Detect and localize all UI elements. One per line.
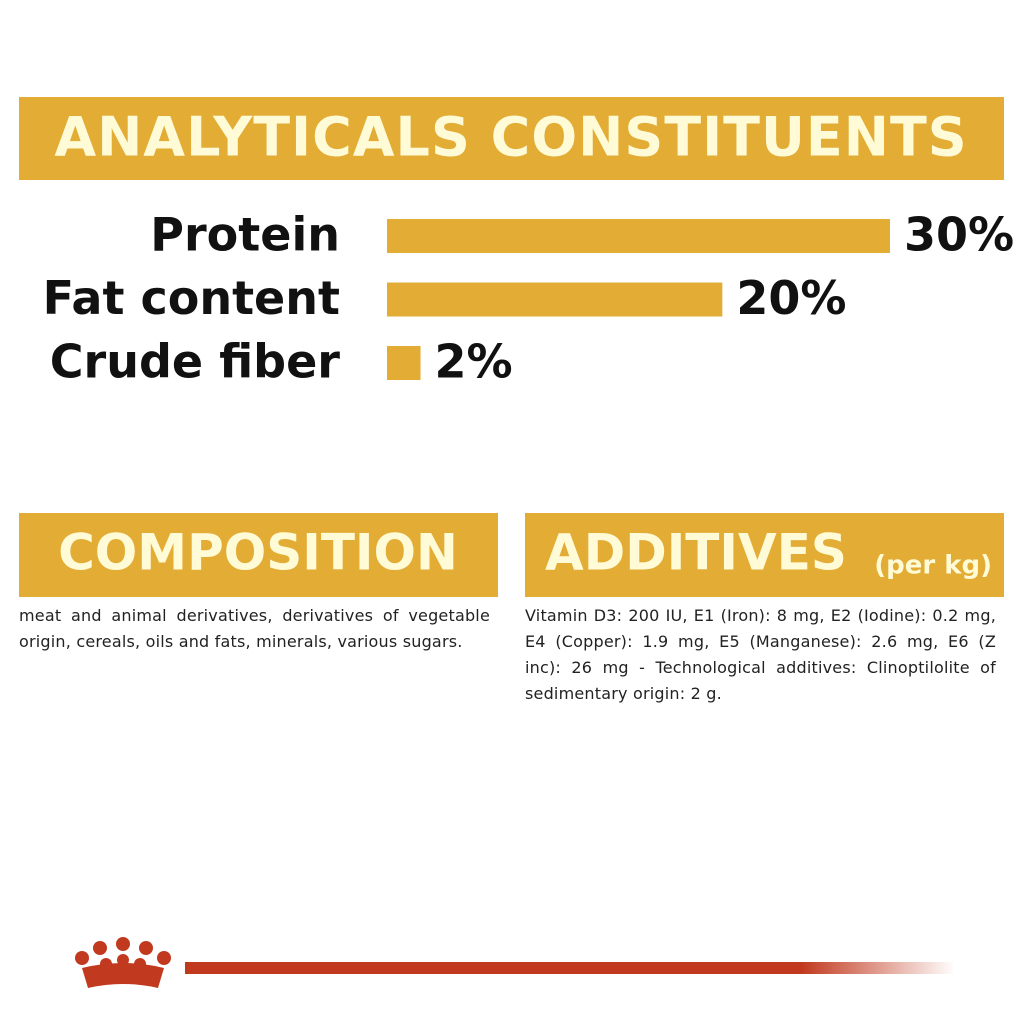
composition-text: meat and animal derivatives, derivatives…	[19, 606, 490, 651]
category-label: Fat content	[43, 271, 340, 325]
additives-title: ADDITIVES	[545, 524, 847, 582]
additives-subtitle: (per kg)	[874, 551, 992, 581]
category-label: Protein	[150, 208, 340, 262]
title-banner	[19, 97, 1004, 180]
composition-title: COMPOSITION	[58, 524, 458, 582]
additives-banner	[525, 513, 1004, 597]
category-label: Crude fiber	[50, 335, 341, 389]
value-label: 20%	[736, 271, 846, 325]
chart-title: ANALYTICALS CONSTITUENTS	[54, 106, 967, 169]
logo	[75, 937, 955, 988]
bar	[387, 282, 723, 317]
bar	[387, 346, 421, 380]
value-label: 2%	[435, 335, 513, 389]
additives-text: Vitamin D3: 200 IU, E1 (Iron): 8 mg, E2 …	[525, 606, 996, 703]
value-label: 30%	[904, 208, 1014, 262]
composition-banner	[19, 513, 498, 597]
bar	[387, 219, 890, 253]
